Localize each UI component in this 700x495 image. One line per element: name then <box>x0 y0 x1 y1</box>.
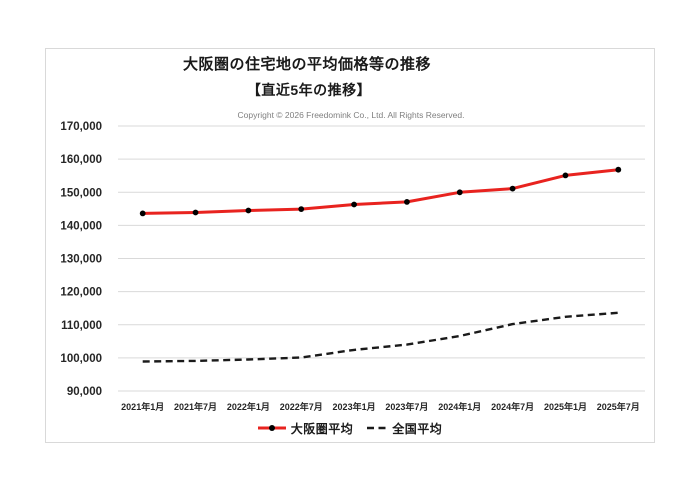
x-axis-label: 2023年7月 <box>385 401 428 412</box>
data-point-marker <box>298 206 305 213</box>
legend-dashed-line-icon <box>367 426 388 430</box>
x-axis-label: 2021年7月 <box>174 401 217 412</box>
x-axis-label: 2022年1月 <box>227 401 270 412</box>
chart-subtitle: 【直近5年の推移】 <box>246 82 372 98</box>
y-axis-label: 100,000 <box>60 353 102 365</box>
data-point-marker <box>509 185 516 192</box>
x-axis-label: 2024年7月 <box>491 401 534 412</box>
legend-item-0: 大阪圏平均 <box>257 420 354 437</box>
legend-label: 大阪圏平均 <box>290 421 354 436</box>
data-point-marker <box>404 199 410 205</box>
data-point-marker <box>245 207 252 214</box>
chart-container: 90,000 100,000 110,000 120,000 130,000 140,00… <box>45 48 655 443</box>
data-point-marker <box>351 201 357 208</box>
data-point-marker <box>562 172 569 179</box>
y-axis-label: 130,000 <box>60 254 102 266</box>
copyright-text: Copyright © 2026 Freedomink Co., Ltd. Al… <box>237 110 465 120</box>
x-axis-label: 2025年1月 <box>544 401 587 412</box>
y-axis-label: 170,000 <box>60 121 102 133</box>
y-axis-label: 90,000 <box>67 386 102 398</box>
legend-solid-line-icon <box>257 425 286 431</box>
data-point-marker <box>139 210 146 217</box>
line-chart-plot: 90,000 100,000 110,000 120,000 130,000 140,00… <box>60 121 645 412</box>
x-axis-label: 2024年1月 <box>438 401 481 412</box>
data-point-marker <box>615 166 622 173</box>
chart-legend: 大阪圏平均 全国平均 <box>46 419 654 437</box>
data-point-marker <box>456 189 463 196</box>
x-axis-label: 2022年7月 <box>280 401 323 412</box>
x-axis-label: 2023年1月 <box>333 401 376 412</box>
y-axis-label: 140,000 <box>60 220 102 232</box>
y-axis-label: 120,000 <box>60 287 102 299</box>
x-axis-label: 2025年7月 <box>597 401 640 412</box>
series-line-0 <box>142 168 619 215</box>
chart-title: 大阪圏の住宅地の平均価格等の推移 <box>182 56 432 73</box>
y-axis-label: 160,000 <box>60 154 102 166</box>
y-axis-label: 150,000 <box>60 187 102 199</box>
legend-item-1: 全国平均 <box>367 420 442 437</box>
x-axis-label: 2021年1月 <box>121 401 164 412</box>
legend-label: 全国平均 <box>392 421 443 436</box>
series-line-1 <box>142 311 619 363</box>
data-point-marker <box>192 209 199 216</box>
y-axis-label: 110,000 <box>61 320 102 332</box>
